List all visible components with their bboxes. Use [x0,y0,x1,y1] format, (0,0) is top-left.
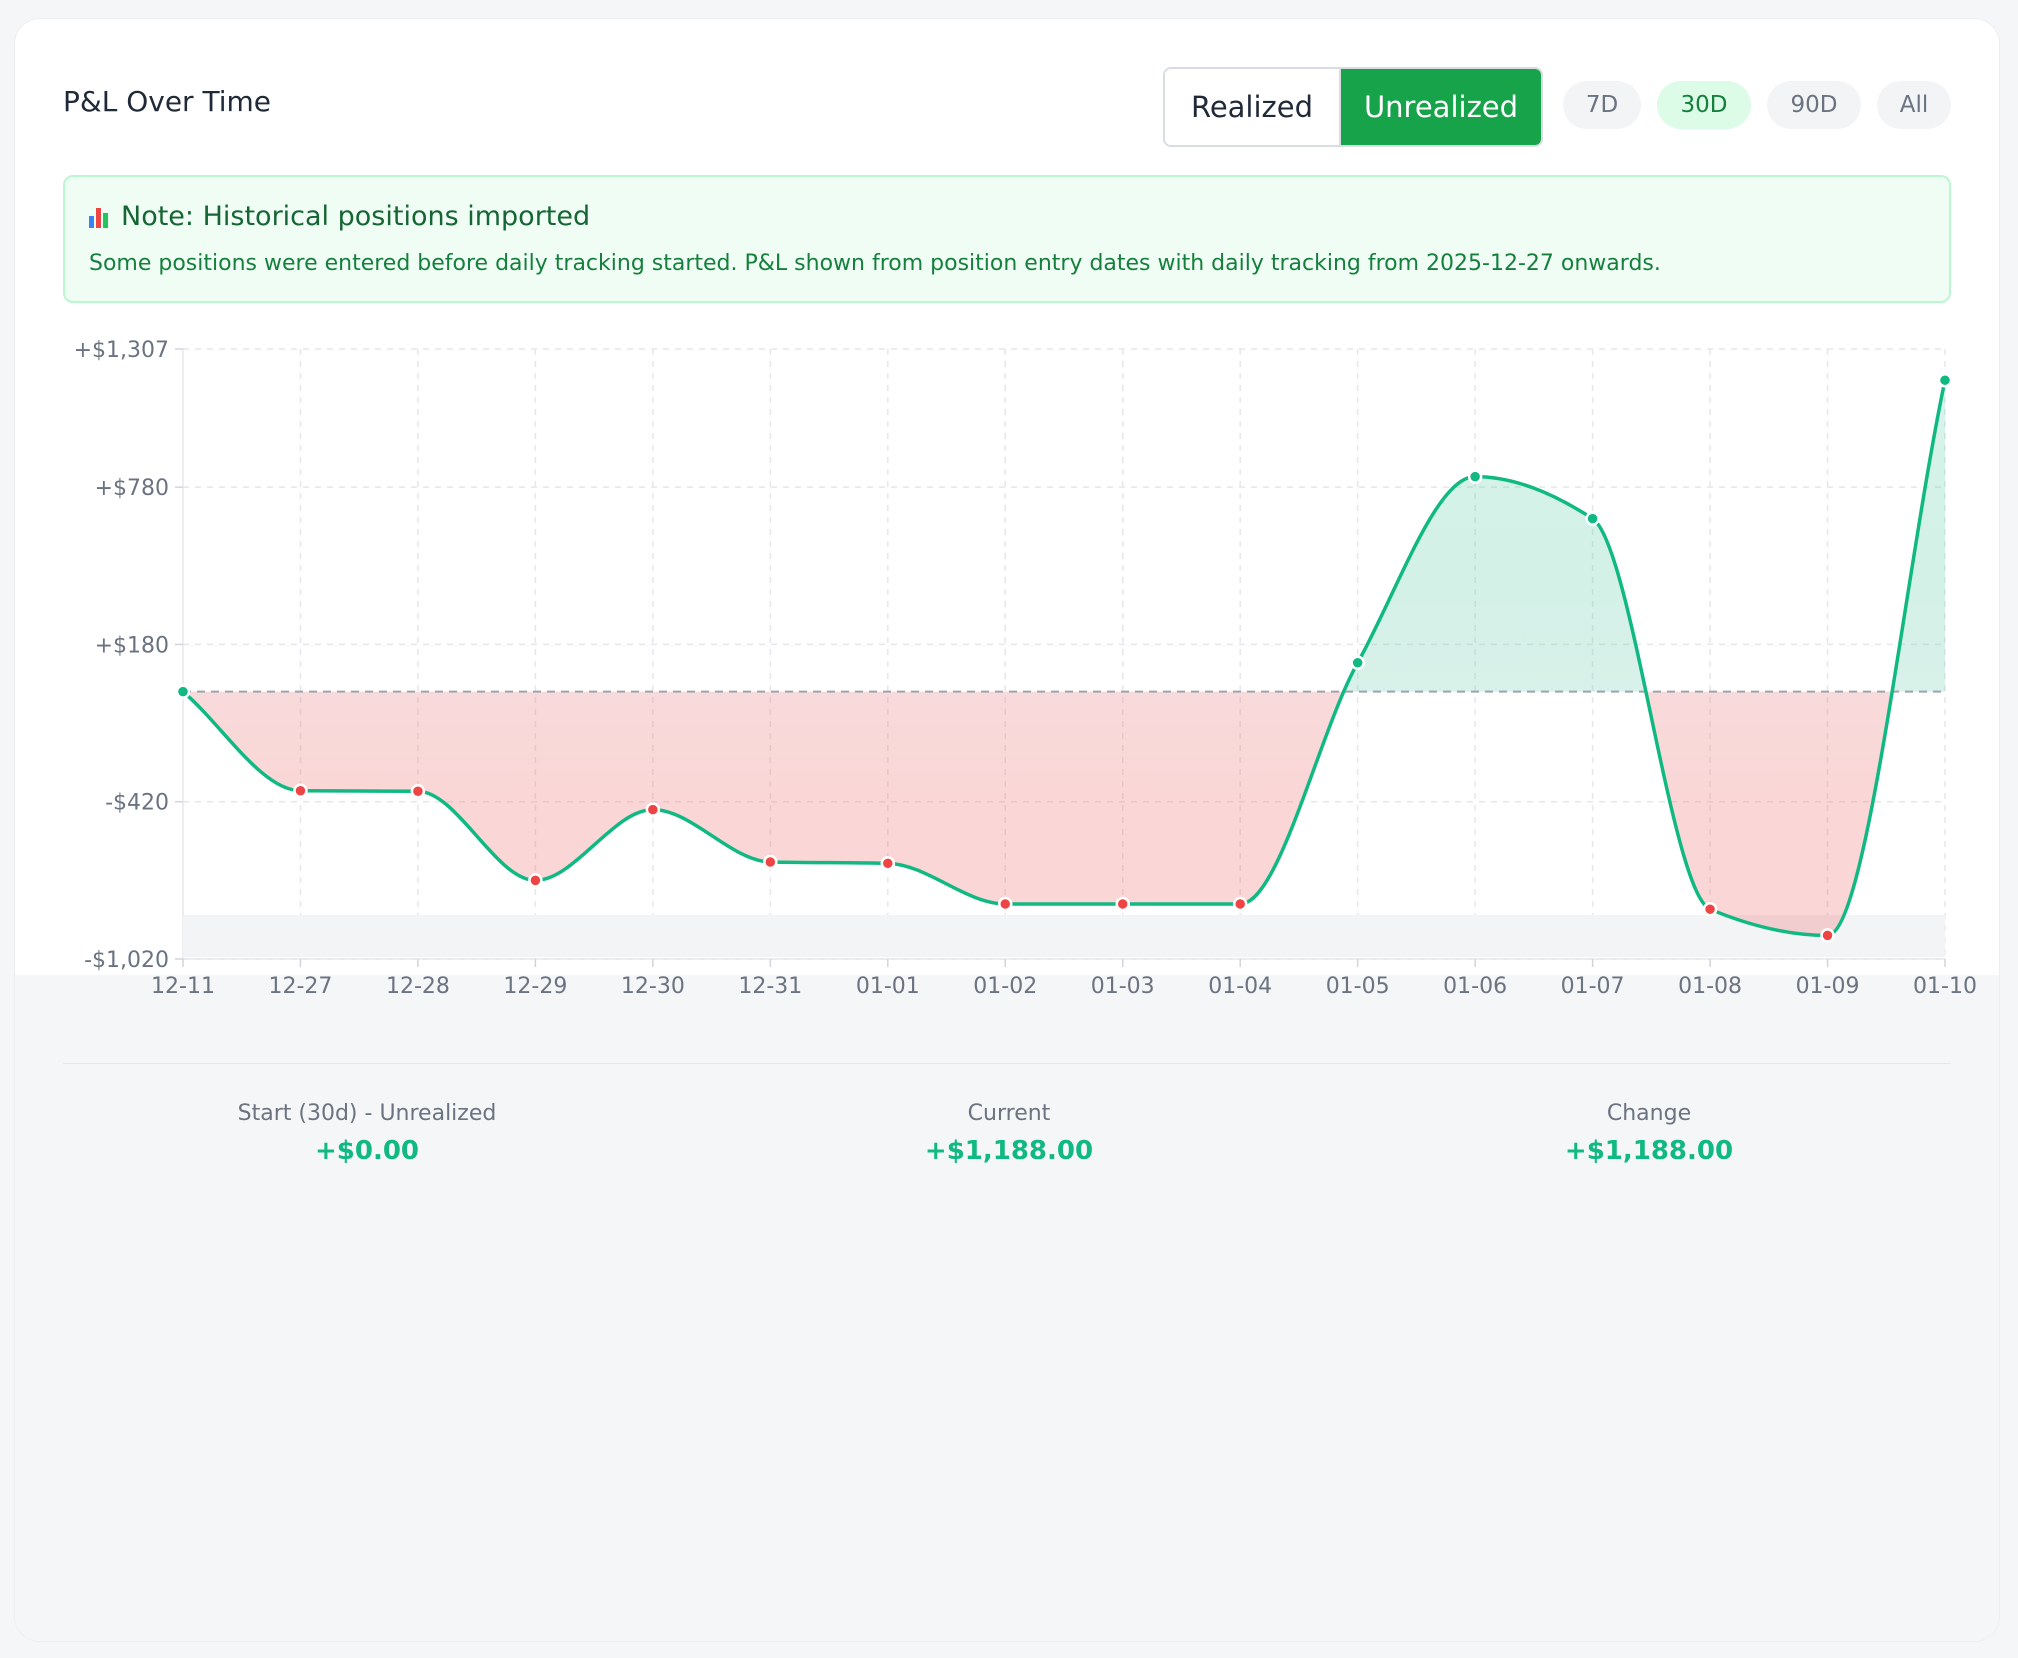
x-tick-label: 12-27 [268,974,332,999]
data-point[interactable] [1585,511,1600,526]
mode-toggle: Realized Unrealized [1163,67,1543,147]
stat-change-value: +$1,188.00 [1564,1136,1734,1166]
x-tick-label: 12-30 [621,974,685,999]
data-point[interactable] [880,856,896,871]
stat-current-value: +$1,188.00 [924,1136,1094,1166]
data-point[interactable] [1232,896,1248,912]
data-point[interactable] [1937,372,1953,388]
data-point[interactable] [175,684,191,699]
stat-current: Current +$1,188.00 [809,1101,1209,1166]
y-tick-label: -$420 [105,791,169,816]
x-tick-label: 12-31 [738,974,802,999]
stat-start-value: +$0.00 [314,1136,420,1166]
y-tick-label: +$780 [95,476,169,501]
stat-change: Change +$1,188.00 [1449,1101,1849,1166]
y-tick-label: -$1,020 [84,948,169,973]
data-point[interactable] [293,783,308,798]
x-tick-label: 01-06 [1443,974,1507,999]
unrealized-toggle-button[interactable]: Unrealized [1341,69,1541,145]
data-point[interactable] [1702,901,1718,917]
stat-start-label: Start (30d) - Unrealized [237,1101,497,1126]
data-point[interactable] [528,873,543,888]
pnl-card: P&L Over Time Realized Unrealized 7D 30D… [14,18,2000,1642]
data-point[interactable] [1350,655,1365,671]
data-point[interactable] [410,783,426,799]
note-text: Some positions were entered before daily… [89,251,1661,276]
plot-floor-band [183,915,1945,957]
data-point[interactable] [1467,469,1483,484]
x-tick-label: 01-08 [1678,974,1742,999]
x-tick-label: 12-29 [503,974,567,999]
y-tick-label: +$180 [95,633,169,658]
y-tick-label: +$1,307 [74,338,169,363]
positive-area [183,380,1945,692]
data-point[interactable] [998,896,1013,912]
x-tick-label: 01-03 [1091,974,1155,999]
x-tick-label: 12-28 [386,974,450,999]
lower-band [15,975,1999,1641]
realized-toggle-button[interactable]: Realized [1165,69,1341,145]
x-tick-label: 01-07 [1561,974,1625,999]
stats-divider [63,1063,1951,1064]
range-7d-button[interactable]: 7D [1563,81,1641,129]
range-90d-button[interactable]: 90D [1767,81,1861,129]
x-tick-label: 01-01 [856,974,920,999]
data-point[interactable] [645,802,661,817]
data-point[interactable] [1820,928,1835,943]
x-tick-label: 01-05 [1326,974,1390,999]
bar-chart-icon [89,206,111,228]
historical-note: Note: Historical positions imported Some… [63,175,1951,303]
stat-start: Start (30d) - Unrealized +$0.00 [167,1101,567,1166]
data-point[interactable] [1115,896,1130,912]
x-tick-label: 01-09 [1796,974,1860,999]
negative-area [183,691,1893,936]
x-tick-label: 01-10 [1913,974,1977,999]
pnl-chart: +$1,307 +$780 +$180 -$420 -$1,020 12-11 12-27… [74,338,1977,999]
range-all-button[interactable]: All [1877,81,1951,129]
chart-title: P&L Over Time [63,85,271,118]
stat-current-label: Current [967,1101,1051,1126]
stat-change-label: Change [1606,1101,1692,1126]
x-tick-label: 12-11 [151,974,215,999]
data-point[interactable] [763,854,778,870]
x-tick-label: 01-04 [1208,974,1272,999]
note-title: Note: Historical positions imported [121,201,591,232]
x-tick-label: 01-02 [973,974,1037,999]
range-30d-button[interactable]: 30D [1657,81,1751,129]
